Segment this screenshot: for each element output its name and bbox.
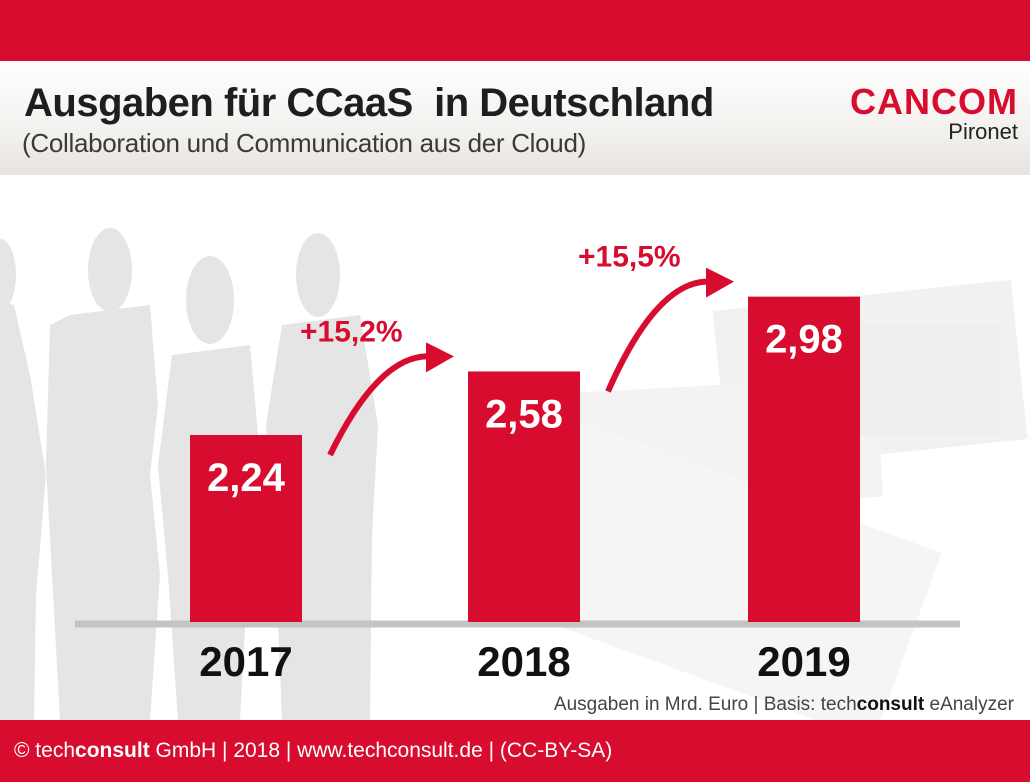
growth-label: +15,2% [300, 315, 403, 348]
growth-arrow-1 [327, 353, 433, 457]
growth-label: +15,5% [578, 241, 681, 274]
chart-area: 2,24 2017 2,58 2018 2,98 2019 +15,2% +15,5% [0, 175, 1030, 720]
footer-copyright-prefix: © tech [14, 739, 76, 762]
x-tick-label: 2017 [199, 638, 292, 685]
bar-2018 [468, 371, 580, 622]
footer-rest: GmbH | 2018 | www.techconsult.de | (CC-B… [149, 739, 613, 762]
bar-value-label: 2,58 [485, 392, 563, 436]
bar-2017 [190, 435, 302, 622]
source-suffix: eAnalyzer [924, 694, 1014, 715]
bar-value-label: 2,24 [207, 456, 286, 500]
logo-pironet: Pironet [948, 119, 1018, 144]
source-brand: consult [856, 694, 925, 715]
chart-subtitle: (Collaboration und Communication aus der… [22, 128, 586, 158]
header: Ausgaben für CCaaS in Deutschland (Colla… [0, 61, 1030, 175]
footer-brand: consult [75, 739, 150, 762]
arrow-head-icon [426, 342, 454, 373]
growth-arrow-2 [605, 278, 713, 393]
chart-title: Ausgaben für CCaaS in Deutschland [24, 81, 714, 125]
x-tick-label: 2019 [757, 638, 850, 685]
x-tick-label: 2018 [477, 638, 570, 685]
source-prefix: Ausgaben in Mrd. Euro | Basis: tech [553, 694, 857, 715]
bar-2019 [748, 296, 860, 622]
bar-value-label: 2,98 [765, 318, 843, 362]
footer-copyright: © techconsult GmbH | 2018 | www.techcons… [14, 739, 612, 763]
top-band [0, 0, 1030, 61]
bar-chart: 2,24 2017 2,58 2018 2,98 2019 +15,2% +15,5% [75, 241, 960, 685]
logo-cancom: CANCOM [850, 81, 1018, 122]
footer: © techconsult GmbH | 2018 | www.techcons… [0, 720, 1030, 782]
arrow-head-icon [706, 267, 734, 298]
source-note: Ausgaben in Mrd. Euro | Basis: techconsu… [554, 694, 1014, 716]
